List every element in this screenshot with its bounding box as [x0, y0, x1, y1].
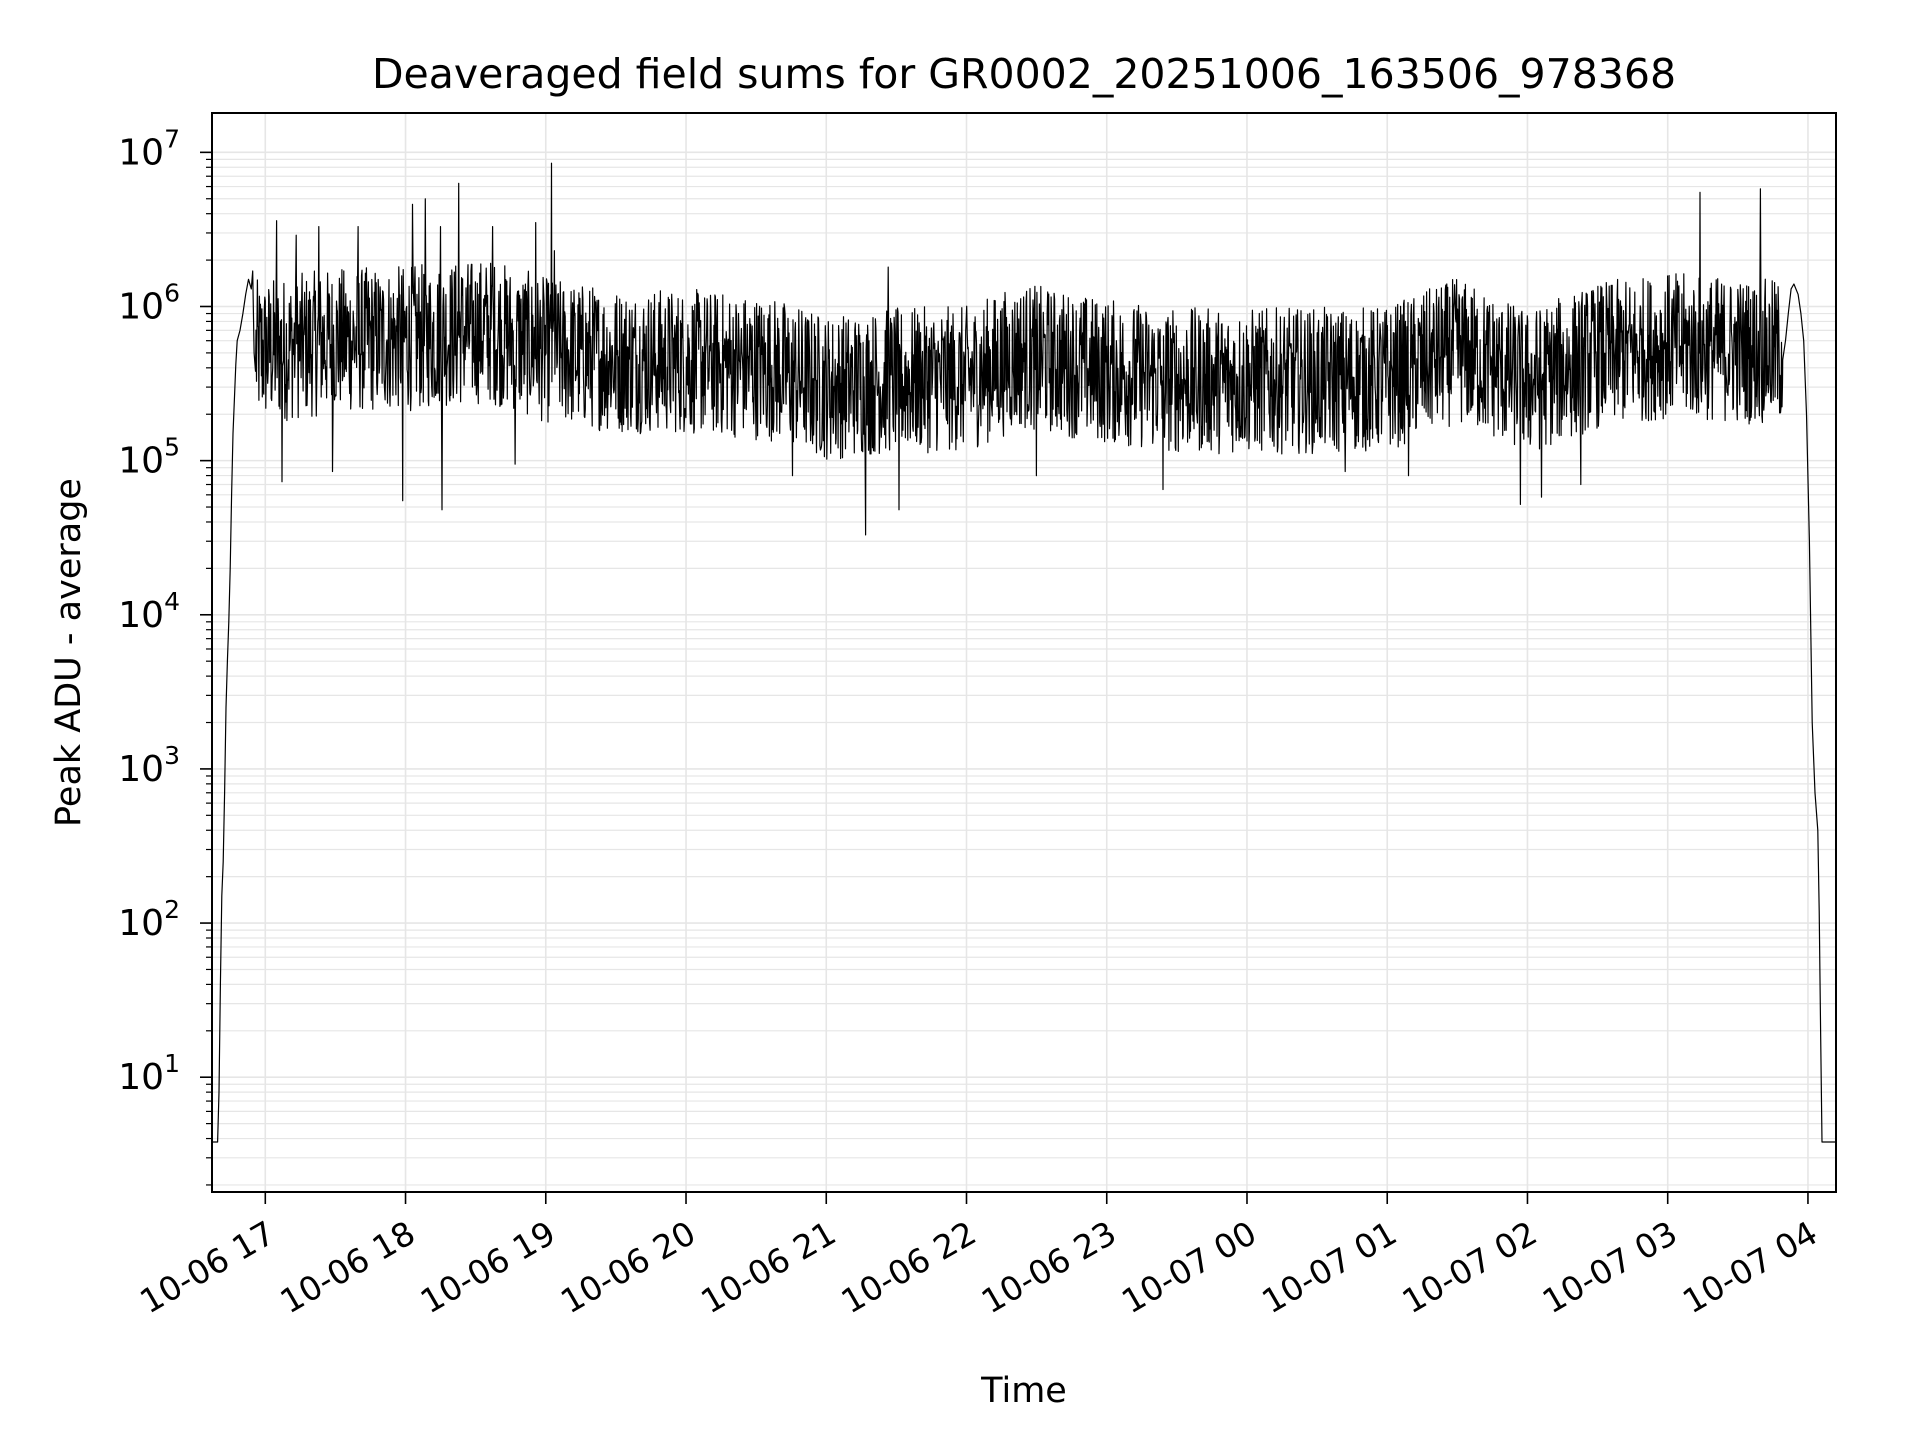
y-tick-exponent: 4	[164, 587, 180, 616]
y-tick-label: 106	[118, 278, 180, 327]
y-tick-label: 103	[118, 741, 180, 790]
chart-title: Deaveraged field sums for GR0002_2025100…	[372, 50, 1676, 98]
y-tick-exponent: 1	[164, 1049, 180, 1078]
x-tick-label: 10-06 21	[694, 1213, 842, 1321]
y-tick-exponent: 5	[164, 433, 180, 462]
x-tick-label: 10-07 02	[1395, 1213, 1543, 1321]
y-tick-base: 10	[118, 903, 164, 944]
y-tick-label: 107	[118, 124, 180, 173]
x-tick-label: 10-07 03	[1536, 1213, 1684, 1321]
x-tick-label: 10-06 23	[975, 1213, 1123, 1321]
x-axis-label: Time	[980, 1371, 1067, 1411]
y-tick-label: 102	[118, 895, 180, 944]
x-tick-label: 10-07 00	[1115, 1213, 1263, 1321]
y-tick-base: 10	[118, 441, 164, 482]
y-tick-base: 10	[118, 286, 164, 327]
y-tick-base: 10	[118, 132, 164, 173]
y-tick-exponent: 6	[164, 278, 180, 307]
data-line-group	[212, 162, 1836, 1143]
y-tick-exponent: 2	[164, 895, 180, 924]
y-tick-exponent: 7	[164, 124, 180, 153]
data-line	[212, 162, 1836, 1143]
y-axis-label: Peak ADU - average	[49, 478, 89, 827]
y-tick-exponent: 3	[164, 741, 180, 770]
x-tick-label: 10-06 20	[554, 1213, 702, 1321]
x-tick-label: 10-06 19	[414, 1213, 562, 1321]
y-tick-base: 10	[118, 1057, 164, 1098]
y-tick-label: 104	[118, 587, 180, 636]
x-tick-label: 10-06 22	[835, 1213, 983, 1321]
y-tick-label: 105	[118, 433, 180, 482]
grid	[212, 113, 1836, 1192]
y-tick-base: 10	[118, 749, 164, 790]
x-tick-label: 10-07 01	[1255, 1213, 1403, 1321]
plot-frame	[211, 112, 1837, 1193]
y-tick-label: 101	[118, 1049, 180, 1098]
x-tick-label: 10-06 17	[133, 1213, 281, 1321]
x-tick-label: 10-06 18	[274, 1213, 422, 1321]
y-tick-base: 10	[118, 595, 164, 636]
x-tick-label: 10-07 04	[1676, 1213, 1824, 1321]
